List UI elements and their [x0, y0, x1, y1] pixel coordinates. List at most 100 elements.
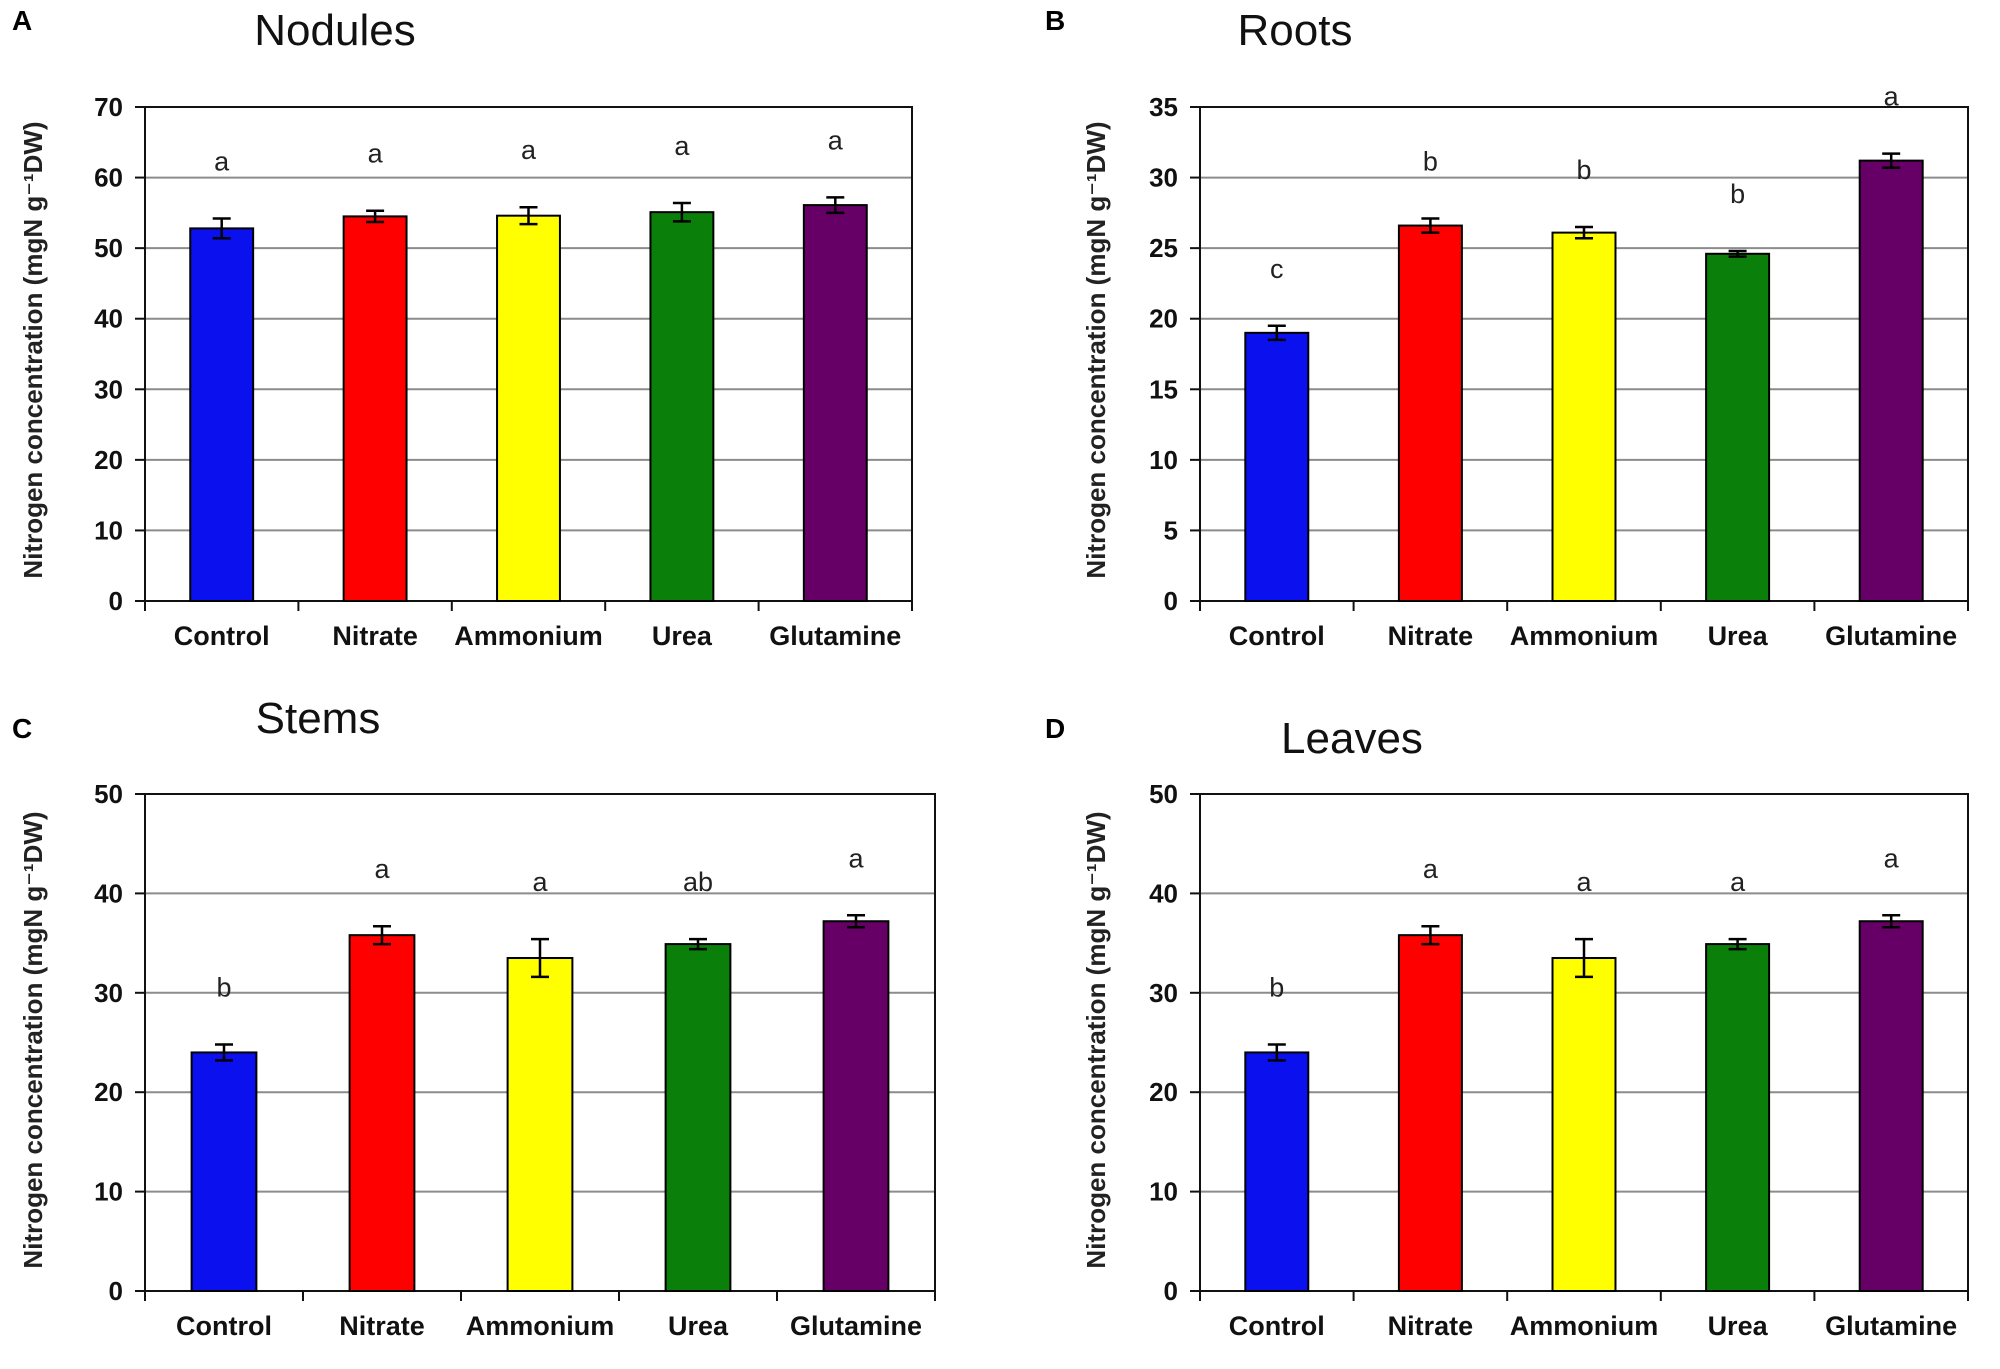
- significance-label: a: [828, 125, 844, 155]
- significance-label: a: [368, 139, 384, 169]
- bar-control: [1244, 1051, 1310, 1292]
- bar-urea: [664, 943, 732, 1292]
- chart-panel-c: C Stems Nitrogen concentration (mgN g⁻¹DW)…: [12, 694, 936, 1341]
- y-tick-label: 5: [1164, 515, 1178, 545]
- x-tick-label: Nitrate: [339, 1311, 425, 1341]
- chart-panel-b: B Roots Nitrogen concentration (mgN g⁻¹DW)…: [1045, 5, 1969, 651]
- significance-label: b: [1730, 179, 1745, 209]
- x-tick-label: Ammonium: [1510, 621, 1659, 651]
- y-tick-label: 0: [109, 586, 123, 616]
- y-axis-label: Nitrogen concentration (mgN g⁻¹DW): [18, 811, 48, 1268]
- significance-label: a: [532, 867, 548, 897]
- x-tick-label: Nitrate: [1388, 1311, 1474, 1341]
- bar-nitrate: [342, 215, 408, 602]
- y-tick-label: 10: [94, 1177, 123, 1207]
- x-tick-label: Urea: [652, 621, 713, 651]
- significance-label: a: [674, 131, 690, 161]
- bar-nitrate: [348, 934, 416, 1292]
- bar-control: [190, 1051, 258, 1292]
- significance-label: a: [214, 147, 230, 177]
- x-tick-label: Control: [1229, 621, 1325, 651]
- x-tick-label: Glutamine: [790, 1311, 922, 1341]
- bar-ammonium: [1551, 231, 1617, 602]
- bar-control: [1244, 331, 1310, 602]
- chart-panels: A Nodules Nitrogen concentration (mgN g⁻¹D…: [12, 5, 1969, 1341]
- y-tick-label: 20: [94, 1077, 123, 1107]
- y-tick-label: 60: [94, 163, 123, 193]
- bar-ammonium: [506, 957, 574, 1292]
- y-tick-label: 15: [1149, 374, 1178, 404]
- y-tick-label: 70: [94, 92, 123, 122]
- x-tick-label: Urea: [1708, 621, 1769, 651]
- y-tick-label: 20: [1149, 1077, 1178, 1107]
- y-tick-label: 30: [1149, 163, 1178, 193]
- bar-glutamine: [802, 204, 868, 602]
- significance-label: a: [1423, 854, 1439, 884]
- y-tick-label: 0: [1164, 586, 1178, 616]
- y-tick-label: 35: [1149, 92, 1178, 122]
- x-tick-label: Glutamine: [1825, 1311, 1957, 1341]
- y-tick-label: 20: [94, 445, 123, 475]
- y-tick-label: 30: [94, 374, 123, 404]
- bar-nitrate: [1397, 224, 1463, 602]
- y-tick-label: 30: [94, 978, 123, 1008]
- chart-title: Nodules: [254, 6, 415, 55]
- chart-title: Leaves: [1281, 714, 1423, 763]
- x-tick-label: Urea: [1708, 1311, 1769, 1341]
- y-tick-label: 40: [94, 304, 123, 334]
- panel-letter: B: [1045, 5, 1065, 36]
- significance-label: ab: [683, 867, 713, 897]
- significance-label: a: [521, 135, 537, 165]
- y-tick-label: 50: [1149, 779, 1178, 809]
- significance-label: b: [1576, 155, 1591, 185]
- x-tick-label: Nitrate: [332, 621, 418, 651]
- bar-control: [189, 227, 255, 603]
- significance-label: b: [1423, 147, 1438, 177]
- y-tick-label: 10: [94, 515, 123, 545]
- chart-panel-d: D Leaves Nitrogen concentration (mgN g⁻¹DW…: [1045, 713, 1969, 1341]
- y-tick-label: 50: [94, 779, 123, 809]
- y-tick-label: 25: [1149, 233, 1178, 263]
- panel-letter: A: [12, 5, 32, 36]
- significance-label: a: [1576, 867, 1592, 897]
- y-tick-label: 0: [109, 1276, 123, 1306]
- bar-ammonium: [1551, 957, 1617, 1292]
- x-tick-label: Ammonium: [466, 1311, 615, 1341]
- x-tick-label: Ammonium: [1510, 1311, 1659, 1341]
- x-tick-label: Urea: [668, 1311, 729, 1341]
- significance-label: a: [848, 843, 864, 873]
- x-tick-label: Control: [174, 621, 270, 651]
- x-tick-label: Nitrate: [1388, 621, 1474, 651]
- x-tick-label: Ammonium: [454, 621, 603, 651]
- bar-urea: [1705, 252, 1771, 602]
- significance-label: b: [1269, 972, 1284, 1002]
- y-tick-label: 50: [94, 233, 123, 263]
- y-tick-label: 0: [1164, 1276, 1178, 1306]
- bar-urea: [1705, 943, 1771, 1292]
- x-tick-label: Control: [176, 1311, 272, 1341]
- bar-glutamine: [822, 920, 890, 1292]
- bar-urea: [649, 211, 715, 602]
- chart-panel-a: A Nodules Nitrogen concentration (mgN g⁻¹D…: [12, 5, 913, 651]
- y-tick-label: 20: [1149, 304, 1178, 334]
- x-tick-label: Glutamine: [769, 621, 901, 651]
- x-tick-label: Glutamine: [1825, 621, 1957, 651]
- y-axis-label: Nitrogen concentration (mgN g⁻¹DW): [1081, 811, 1111, 1268]
- y-tick-label: 10: [1149, 1177, 1178, 1207]
- y-axis-label: Nitrogen concentration (mgN g⁻¹DW): [1081, 121, 1111, 578]
- bar-nitrate: [1397, 934, 1463, 1292]
- significance-label: a: [374, 854, 390, 884]
- panel-letter: D: [1045, 713, 1065, 744]
- chart-title: Stems: [256, 694, 381, 743]
- bar-glutamine: [1858, 159, 1924, 603]
- significance-label: a: [1884, 82, 1900, 112]
- x-tick-label: Control: [1229, 1311, 1325, 1341]
- y-tick-label: 40: [1149, 878, 1178, 908]
- significance-label: b: [216, 972, 231, 1002]
- bar-ammonium: [496, 214, 561, 602]
- y-tick-label: 40: [94, 878, 123, 908]
- panel-letter: C: [12, 713, 32, 744]
- significance-label: a: [1730, 867, 1746, 897]
- y-tick-label: 10: [1149, 445, 1178, 475]
